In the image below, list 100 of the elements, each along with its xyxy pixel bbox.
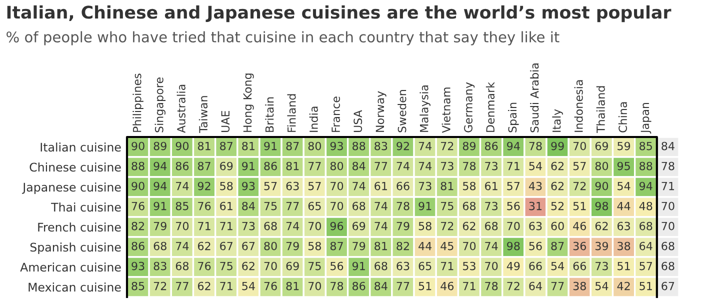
data-label: 74 xyxy=(286,222,300,230)
data-label: 74 xyxy=(418,142,432,150)
y-tick-label: French cuisine xyxy=(38,222,121,232)
data-label: 86 xyxy=(176,162,189,170)
data-label: 78 xyxy=(330,282,344,290)
x-tick-label: Singapore xyxy=(154,78,166,132)
data-label: 52 xyxy=(551,202,564,210)
data-label: 90 xyxy=(595,182,608,190)
data-label: 71 xyxy=(220,222,232,230)
data-label: 78 xyxy=(396,202,410,210)
data-label: 98 xyxy=(507,242,520,250)
x-tick-label: Sweden xyxy=(398,90,406,132)
data-label: 88 xyxy=(132,162,144,170)
data-label: 58 xyxy=(220,182,233,190)
data-label: 62 xyxy=(551,182,564,190)
data-label: 91 xyxy=(418,202,432,210)
data-label: 58 xyxy=(308,242,321,250)
data-label: 82 xyxy=(396,242,409,250)
data-label: 78 xyxy=(463,162,476,170)
data-label: 51 xyxy=(640,282,652,290)
data-label: 51 xyxy=(573,202,586,210)
data-label: 58 xyxy=(463,182,476,190)
data-label: 38 xyxy=(573,282,586,290)
data-label: 81 xyxy=(374,242,387,250)
data-label: 74 xyxy=(374,202,388,210)
data-label: 94 xyxy=(154,182,167,190)
chart-title: Italian, Chinese and Japanese cuisines are the world’s most popular xyxy=(7,5,672,22)
data-label: 77 xyxy=(308,162,321,170)
x-tick-label: Indonesia xyxy=(574,80,583,132)
data-label: 73 xyxy=(418,182,432,190)
data-label: 91 xyxy=(352,262,365,270)
x-tick-label: Thailand xyxy=(596,86,605,134)
y-tick-label: Japanese cuisine xyxy=(22,182,121,194)
data-label: 42 xyxy=(617,282,630,290)
data-label: 74 xyxy=(176,242,189,250)
data-label: 70 xyxy=(330,182,344,190)
data-label: 70 xyxy=(176,222,189,230)
data-label: 85 xyxy=(176,202,188,210)
data-label: 73 xyxy=(441,162,454,170)
data-label: 48 xyxy=(639,202,652,210)
data-label: 62 xyxy=(462,222,476,230)
data-label: 46 xyxy=(440,282,454,290)
data-label: 54 xyxy=(596,282,608,290)
data-label: 98 xyxy=(595,202,608,210)
data-label: 71 xyxy=(198,222,210,230)
data-label: 87 xyxy=(551,242,564,250)
data-label: 76 xyxy=(198,262,211,270)
data-label: 61 xyxy=(374,182,387,190)
data-label: 94 xyxy=(154,162,167,170)
data-label: 62 xyxy=(595,222,608,230)
data-label: 62 xyxy=(198,282,210,290)
data-label: 70 xyxy=(308,222,322,230)
data-label: 90 xyxy=(176,142,189,150)
x-tick-label: Japan xyxy=(640,102,652,134)
data-label: 69 xyxy=(220,162,233,170)
x-tick-label: Malaysia xyxy=(420,85,430,132)
data-label: 82 xyxy=(132,222,144,230)
x-tick-label: Norway xyxy=(376,91,386,132)
data-label: 70 xyxy=(463,242,476,250)
data-label: 59 xyxy=(618,142,630,150)
data-label: 78 xyxy=(485,282,498,290)
data-label: 86 xyxy=(264,162,277,170)
data-label: 57 xyxy=(640,262,652,270)
data-label: 93 xyxy=(242,182,255,190)
data-label: 69 xyxy=(595,142,608,150)
y-tick-label: Italian cuisine xyxy=(40,142,121,152)
data-label: 76 xyxy=(198,202,211,210)
y-tick-label: Spanish cuisine xyxy=(30,242,121,254)
data-label: 94 xyxy=(640,182,652,190)
data-label: 71 xyxy=(662,182,674,190)
data-label: 57 xyxy=(507,182,520,190)
data-label: 81 xyxy=(440,182,454,190)
x-tick-label: Hong Kong xyxy=(243,74,254,132)
data-label: 76 xyxy=(264,282,277,290)
data-label: 79 xyxy=(352,242,366,250)
y-tick-label: Thai cuisine xyxy=(51,202,121,212)
data-label: 77 xyxy=(551,282,564,290)
data-label: 91 xyxy=(242,162,254,170)
data-label: 62 xyxy=(242,262,254,270)
data-label: 80 xyxy=(330,162,344,170)
x-tick-label: USA xyxy=(354,110,362,132)
data-label: 63 xyxy=(286,182,299,190)
data-label: 70 xyxy=(485,262,498,270)
data-label: 44 xyxy=(617,202,630,210)
data-label: 39 xyxy=(596,242,608,250)
data-label: 68 xyxy=(640,222,652,230)
data-label: 36 xyxy=(573,242,586,250)
data-label: 73 xyxy=(596,262,608,270)
data-label: 76 xyxy=(132,202,144,210)
data-label: 74 xyxy=(396,162,410,170)
data-label: 72 xyxy=(154,282,166,290)
data-label: 70 xyxy=(308,282,322,290)
data-label: 73 xyxy=(485,202,498,210)
data-label: 87 xyxy=(286,142,299,150)
data-label: 86 xyxy=(352,282,366,290)
data-label: 75 xyxy=(441,202,454,210)
data-label: 73 xyxy=(485,162,498,170)
data-label: 74 xyxy=(176,182,189,190)
data-label: 96 xyxy=(330,222,344,230)
data-label: 57 xyxy=(264,182,277,190)
